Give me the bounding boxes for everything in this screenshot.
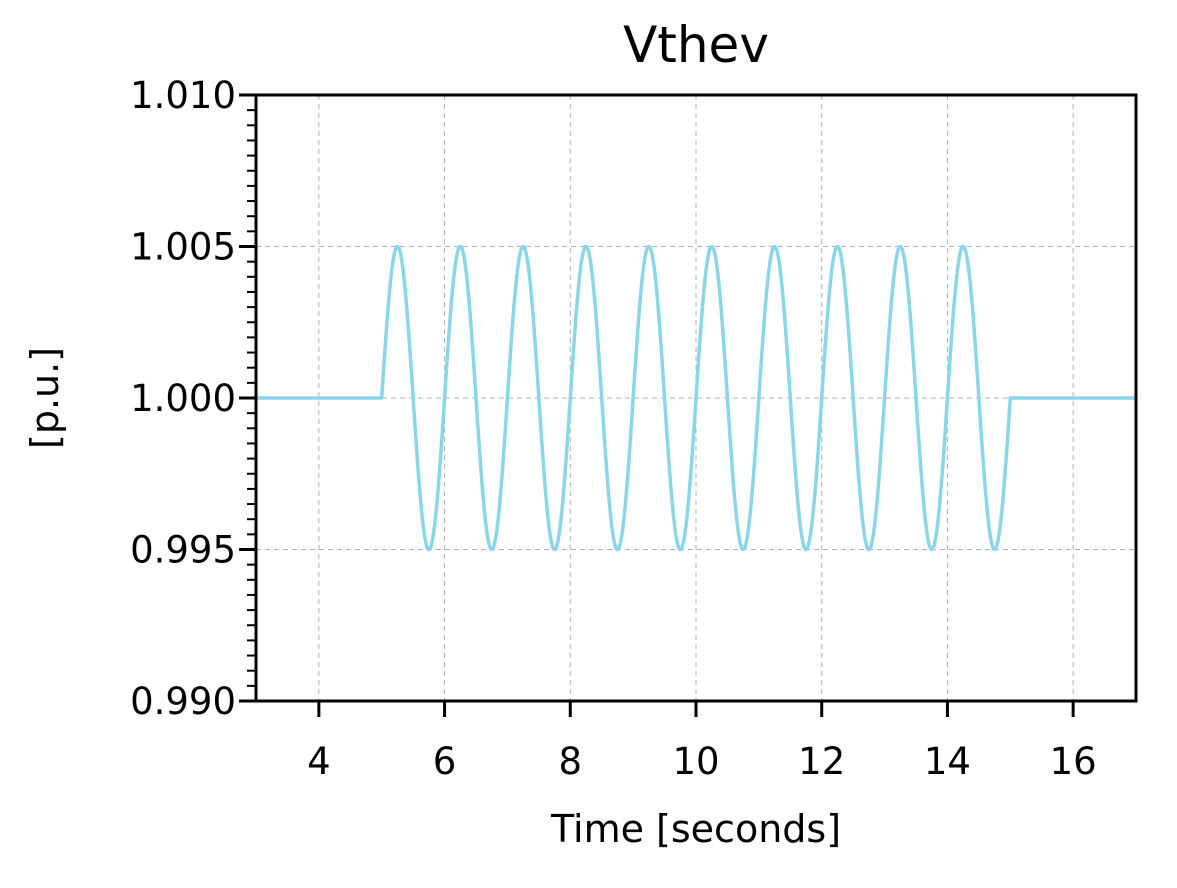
series-layer [254,244,1138,552]
chart-title: Vthev [623,16,769,74]
y-tick-label: 0.995 [130,529,236,572]
y-tick-label: 1.010 [130,74,236,117]
y-tick-label: 1.000 [130,377,236,420]
x-tick-label: 8 [559,740,583,783]
y-axis-label: [p.u.] [23,347,67,449]
x-tick-label: 6 [433,740,457,783]
x-axis-label: Time [seconds] [550,807,841,851]
x-tick-label: 10 [672,740,719,783]
series-line [254,244,1138,552]
axis-ticks: 4 6 8 10 12 14 16 0.990 0.995 1.000 1.005 1.010 [130,74,1097,783]
x-tick-label: 12 [798,740,845,783]
y-tick-label: 0.990 [130,680,236,723]
x-tick-label: 4 [307,740,331,783]
y-tick-label: 1.005 [130,226,236,269]
x-tick-label: 16 [1050,740,1097,783]
x-tick-label: 14 [924,740,971,783]
